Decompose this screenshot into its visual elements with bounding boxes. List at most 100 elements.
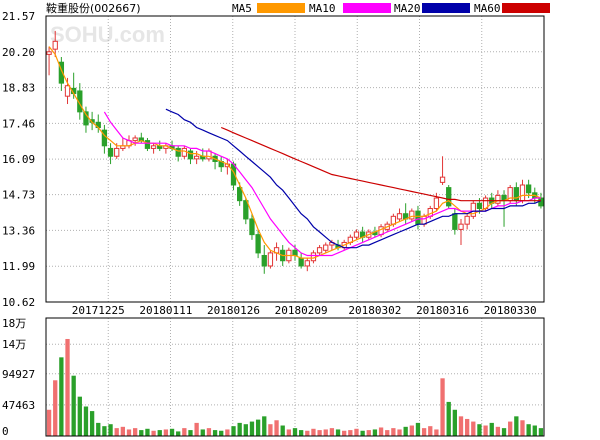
volume-bar [188, 430, 193, 436]
candle [323, 242, 329, 253]
legend-swatch-ma10 [343, 3, 391, 13]
candle [415, 205, 421, 230]
volume-bar [280, 425, 285, 436]
volume-bar [157, 430, 162, 436]
volume-bar [335, 429, 341, 436]
volume-bar [391, 428, 396, 436]
volume-bar [385, 430, 390, 436]
volume-bar [311, 428, 316, 436]
candle-body [261, 255, 267, 267]
price-y-tick-label: 20.20 [2, 46, 35, 59]
candle [409, 208, 415, 222]
volume-bar [409, 425, 414, 436]
volume-bar [452, 409, 458, 436]
candle-body [409, 210, 415, 220]
volume-bar [219, 430, 224, 436]
candle-body [433, 197, 440, 209]
candle [249, 213, 255, 240]
candle [458, 218, 464, 246]
volume-bar [71, 375, 76, 436]
legend-label-ma20: MA20 [394, 2, 421, 15]
price-y-tick-label: 17.46 [2, 117, 35, 130]
volume-bar [434, 429, 439, 436]
volume-bar [464, 418, 470, 436]
volume-bar [298, 430, 304, 436]
volume-bar [532, 425, 537, 436]
candle-body [446, 187, 452, 207]
volume-bar [53, 380, 58, 436]
volume-bar [108, 424, 113, 436]
legend-swatch-ma60 [502, 3, 550, 13]
candle-body [114, 147, 120, 157]
volume-bar [163, 429, 169, 436]
volume-bar [102, 426, 107, 436]
volume-bar [145, 428, 150, 436]
volume-bar [243, 424, 248, 436]
volume-bar [514, 416, 519, 436]
volume-bar [169, 428, 175, 436]
volume-bar [348, 430, 353, 436]
volume-bar [495, 426, 501, 436]
candle-body [323, 244, 329, 251]
candle [353, 229, 360, 240]
price-y-tick-label: 13.36 [2, 224, 35, 237]
candle-body [255, 234, 261, 254]
candle [150, 143, 157, 154]
candle [120, 137, 126, 152]
candle-body [316, 247, 323, 254]
legend-label-ma10: MA10 [309, 2, 336, 15]
volume-bar [114, 428, 119, 436]
price-y-tick-label: 18.83 [2, 82, 35, 95]
candle-body [237, 187, 243, 202]
candle-body [519, 184, 526, 202]
ma-line-ma10 [103, 111, 541, 257]
volume-bar [286, 429, 292, 436]
legend-swatch-ma5 [257, 3, 305, 13]
candle [144, 137, 151, 152]
volume-bar [428, 426, 433, 436]
price-y-tick-label: 21.57 [2, 10, 35, 23]
candle-body [132, 137, 138, 142]
candle [255, 229, 261, 259]
candle [261, 245, 267, 274]
candle [433, 192, 440, 212]
candle-body [107, 147, 114, 157]
volume-bar [65, 338, 70, 436]
volume-bar [421, 428, 427, 436]
volume-bar [323, 429, 328, 436]
volume-bar [200, 429, 205, 436]
volume-bar [151, 430, 156, 436]
price-x-tick-label: 20180302 [348, 304, 401, 317]
candle-body [249, 218, 255, 236]
volume-bar [501, 428, 507, 436]
volume-bar [508, 421, 513, 436]
volume-bar [89, 411, 95, 436]
price-x-tick-label: 20180330 [484, 304, 537, 317]
volume-y-tick-labels: 18万 14万 94927 47463 0 [2, 317, 35, 438]
moving-average-lines [48, 46, 542, 259]
volume-bar [317, 430, 322, 436]
candle [452, 208, 458, 235]
ma-line-ma20 [165, 108, 542, 249]
price-y-tick-label: 11.99 [2, 260, 35, 273]
volume-bar [231, 426, 236, 436]
candle-body [298, 257, 304, 267]
candle [212, 153, 218, 170]
price-x-tick-label: 20171225 [72, 304, 125, 317]
volume-bar [96, 422, 101, 436]
volume-bar [77, 396, 82, 436]
candle [132, 135, 138, 146]
volume-bar [262, 416, 267, 436]
candle [267, 250, 274, 269]
candle [396, 208, 403, 222]
candle-body [64, 85, 71, 97]
price-y-tick-label: 10.62 [2, 296, 35, 309]
candle-body [464, 215, 470, 225]
volume-bar [440, 378, 445, 436]
volume-gridlines [46, 318, 544, 436]
candle-body [452, 213, 458, 230]
volume-bar [292, 428, 298, 436]
volume-bar [483, 425, 488, 436]
candle-body [476, 202, 483, 209]
candle [495, 190, 501, 206]
